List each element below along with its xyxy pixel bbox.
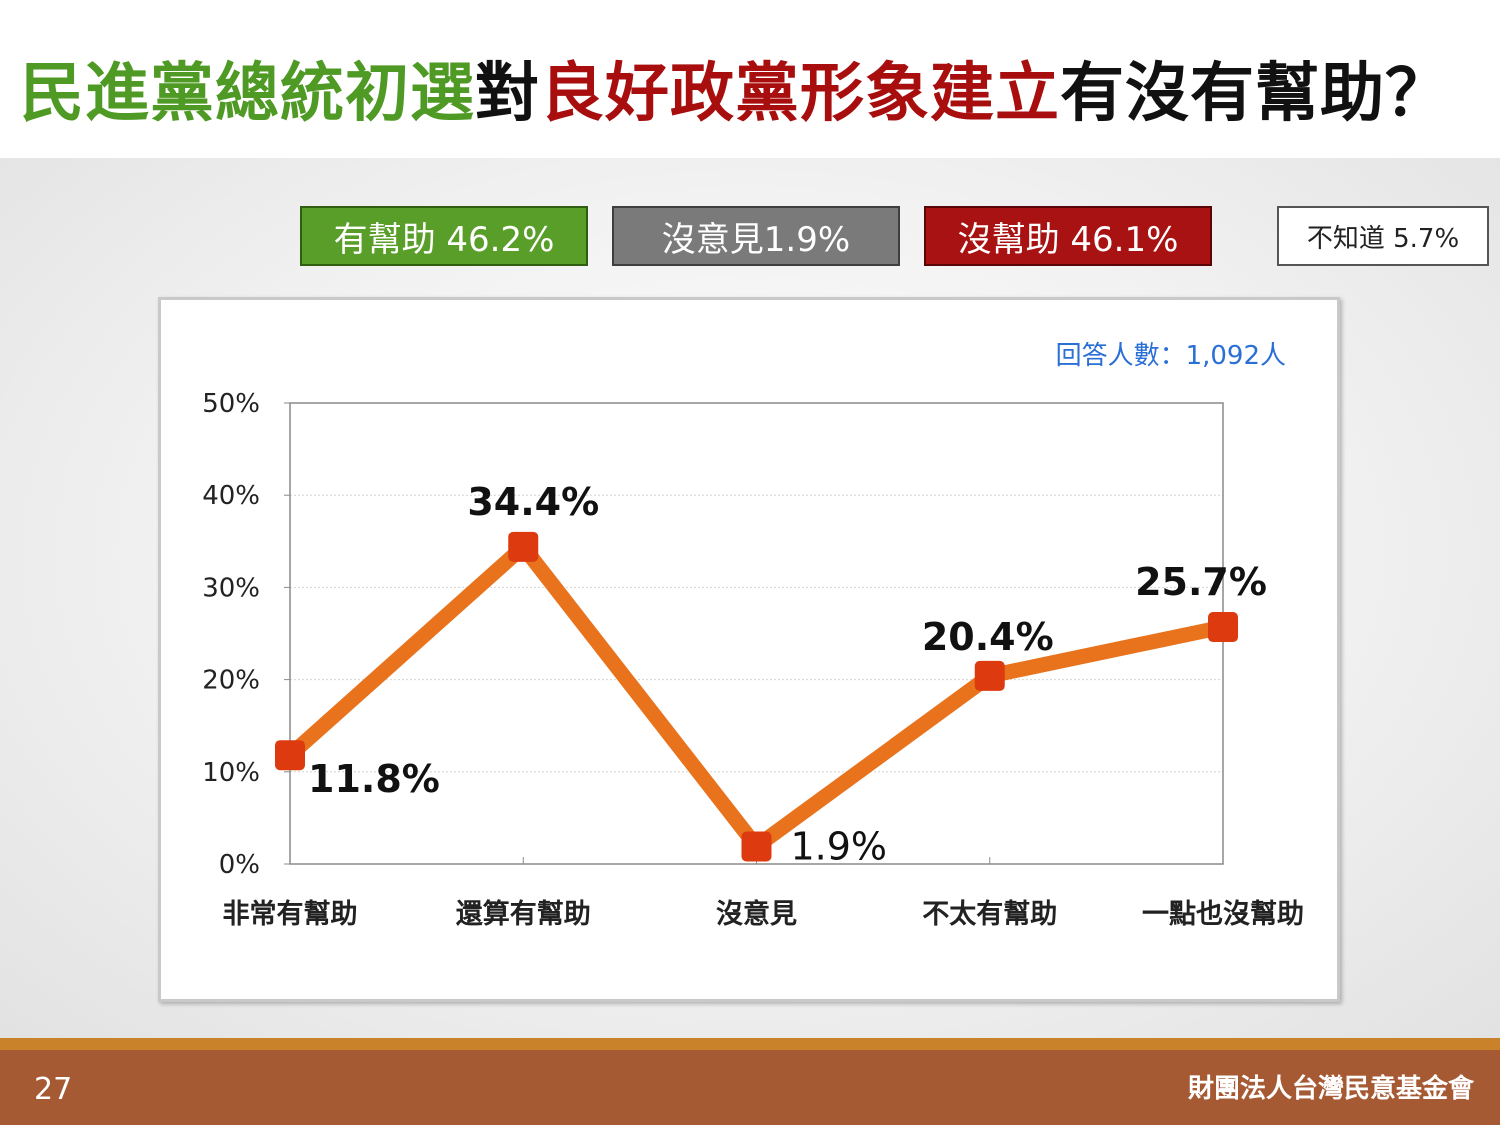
title-part-2: 對: [475, 57, 540, 131]
footer-bar: [0, 1050, 1500, 1125]
legend-not-helpful: 沒幫助 46.1%: [924, 206, 1212, 266]
y-axis-ticks: 0% 10% 20% 30% 40% 50%: [202, 389, 290, 880]
y-tick-label: 40%: [202, 481, 260, 511]
page-number: 27: [34, 1072, 73, 1107]
series-line-path: [285, 535, 1225, 857]
x-axis-ticks: 非常有幫助 還算有幫助 沒意見 不太有幫助 一點也沒幫助: [223, 857, 1304, 930]
data-point-marker: [974, 660, 1005, 691]
title-part-4: 有沒有幫助？: [1060, 57, 1450, 131]
data-point-marker: [741, 831, 772, 862]
y-tick-label: 0%: [219, 850, 260, 880]
data-labels: 11.8% 34.4% 1.9% 20.4% 25.7%: [308, 480, 1267, 869]
y-tick-label: 50%: [202, 389, 260, 419]
page-title: 民進黨總統初選對良好政黨形象建立有沒有幫助？: [20, 42, 1450, 134]
footer-stripe: [0, 1038, 1500, 1050]
data-label: 20.4%: [922, 615, 1054, 659]
y-tick-label: 10%: [202, 758, 260, 788]
data-point-marker: [275, 740, 305, 771]
x-tick-label: 還算有幫助: [456, 898, 591, 930]
title-bar: [0, 0, 1500, 158]
respondents-count: 回答人數：1,092人: [1056, 341, 1286, 371]
legend-dont-know: 不知道 5.7%: [1277, 206, 1489, 266]
data-label: 1.9%: [791, 824, 888, 868]
x-tick-label: 一點也沒幫助: [1142, 899, 1304, 930]
y-tick-label: 30%: [202, 573, 260, 603]
legend-no-opinion: 沒意見1.9%: [612, 206, 900, 266]
x-tick-label: 不太有幫助: [922, 899, 1057, 930]
data-point-marker: [508, 531, 539, 562]
data-label: 34.4%: [467, 480, 599, 524]
legend-helpful: 有幫助 46.2%: [300, 206, 588, 266]
organization-name: 財團法人台灣民意基金會: [1187, 1074, 1474, 1104]
data-point-marker: [1208, 612, 1238, 643]
x-tick-label: 沒意見: [716, 898, 797, 930]
title-part-3: 良好政黨形象建立: [540, 57, 1060, 131]
gridlines: [290, 494, 1223, 773]
series-line: [275, 531, 1238, 862]
y-tick-label: 20%: [202, 666, 260, 696]
x-tick-label: 非常有幫助: [223, 899, 358, 930]
title-part-1: 民進黨總統初選: [20, 57, 475, 131]
data-label: 11.8%: [308, 757, 440, 801]
data-label: 25.7%: [1135, 560, 1267, 604]
